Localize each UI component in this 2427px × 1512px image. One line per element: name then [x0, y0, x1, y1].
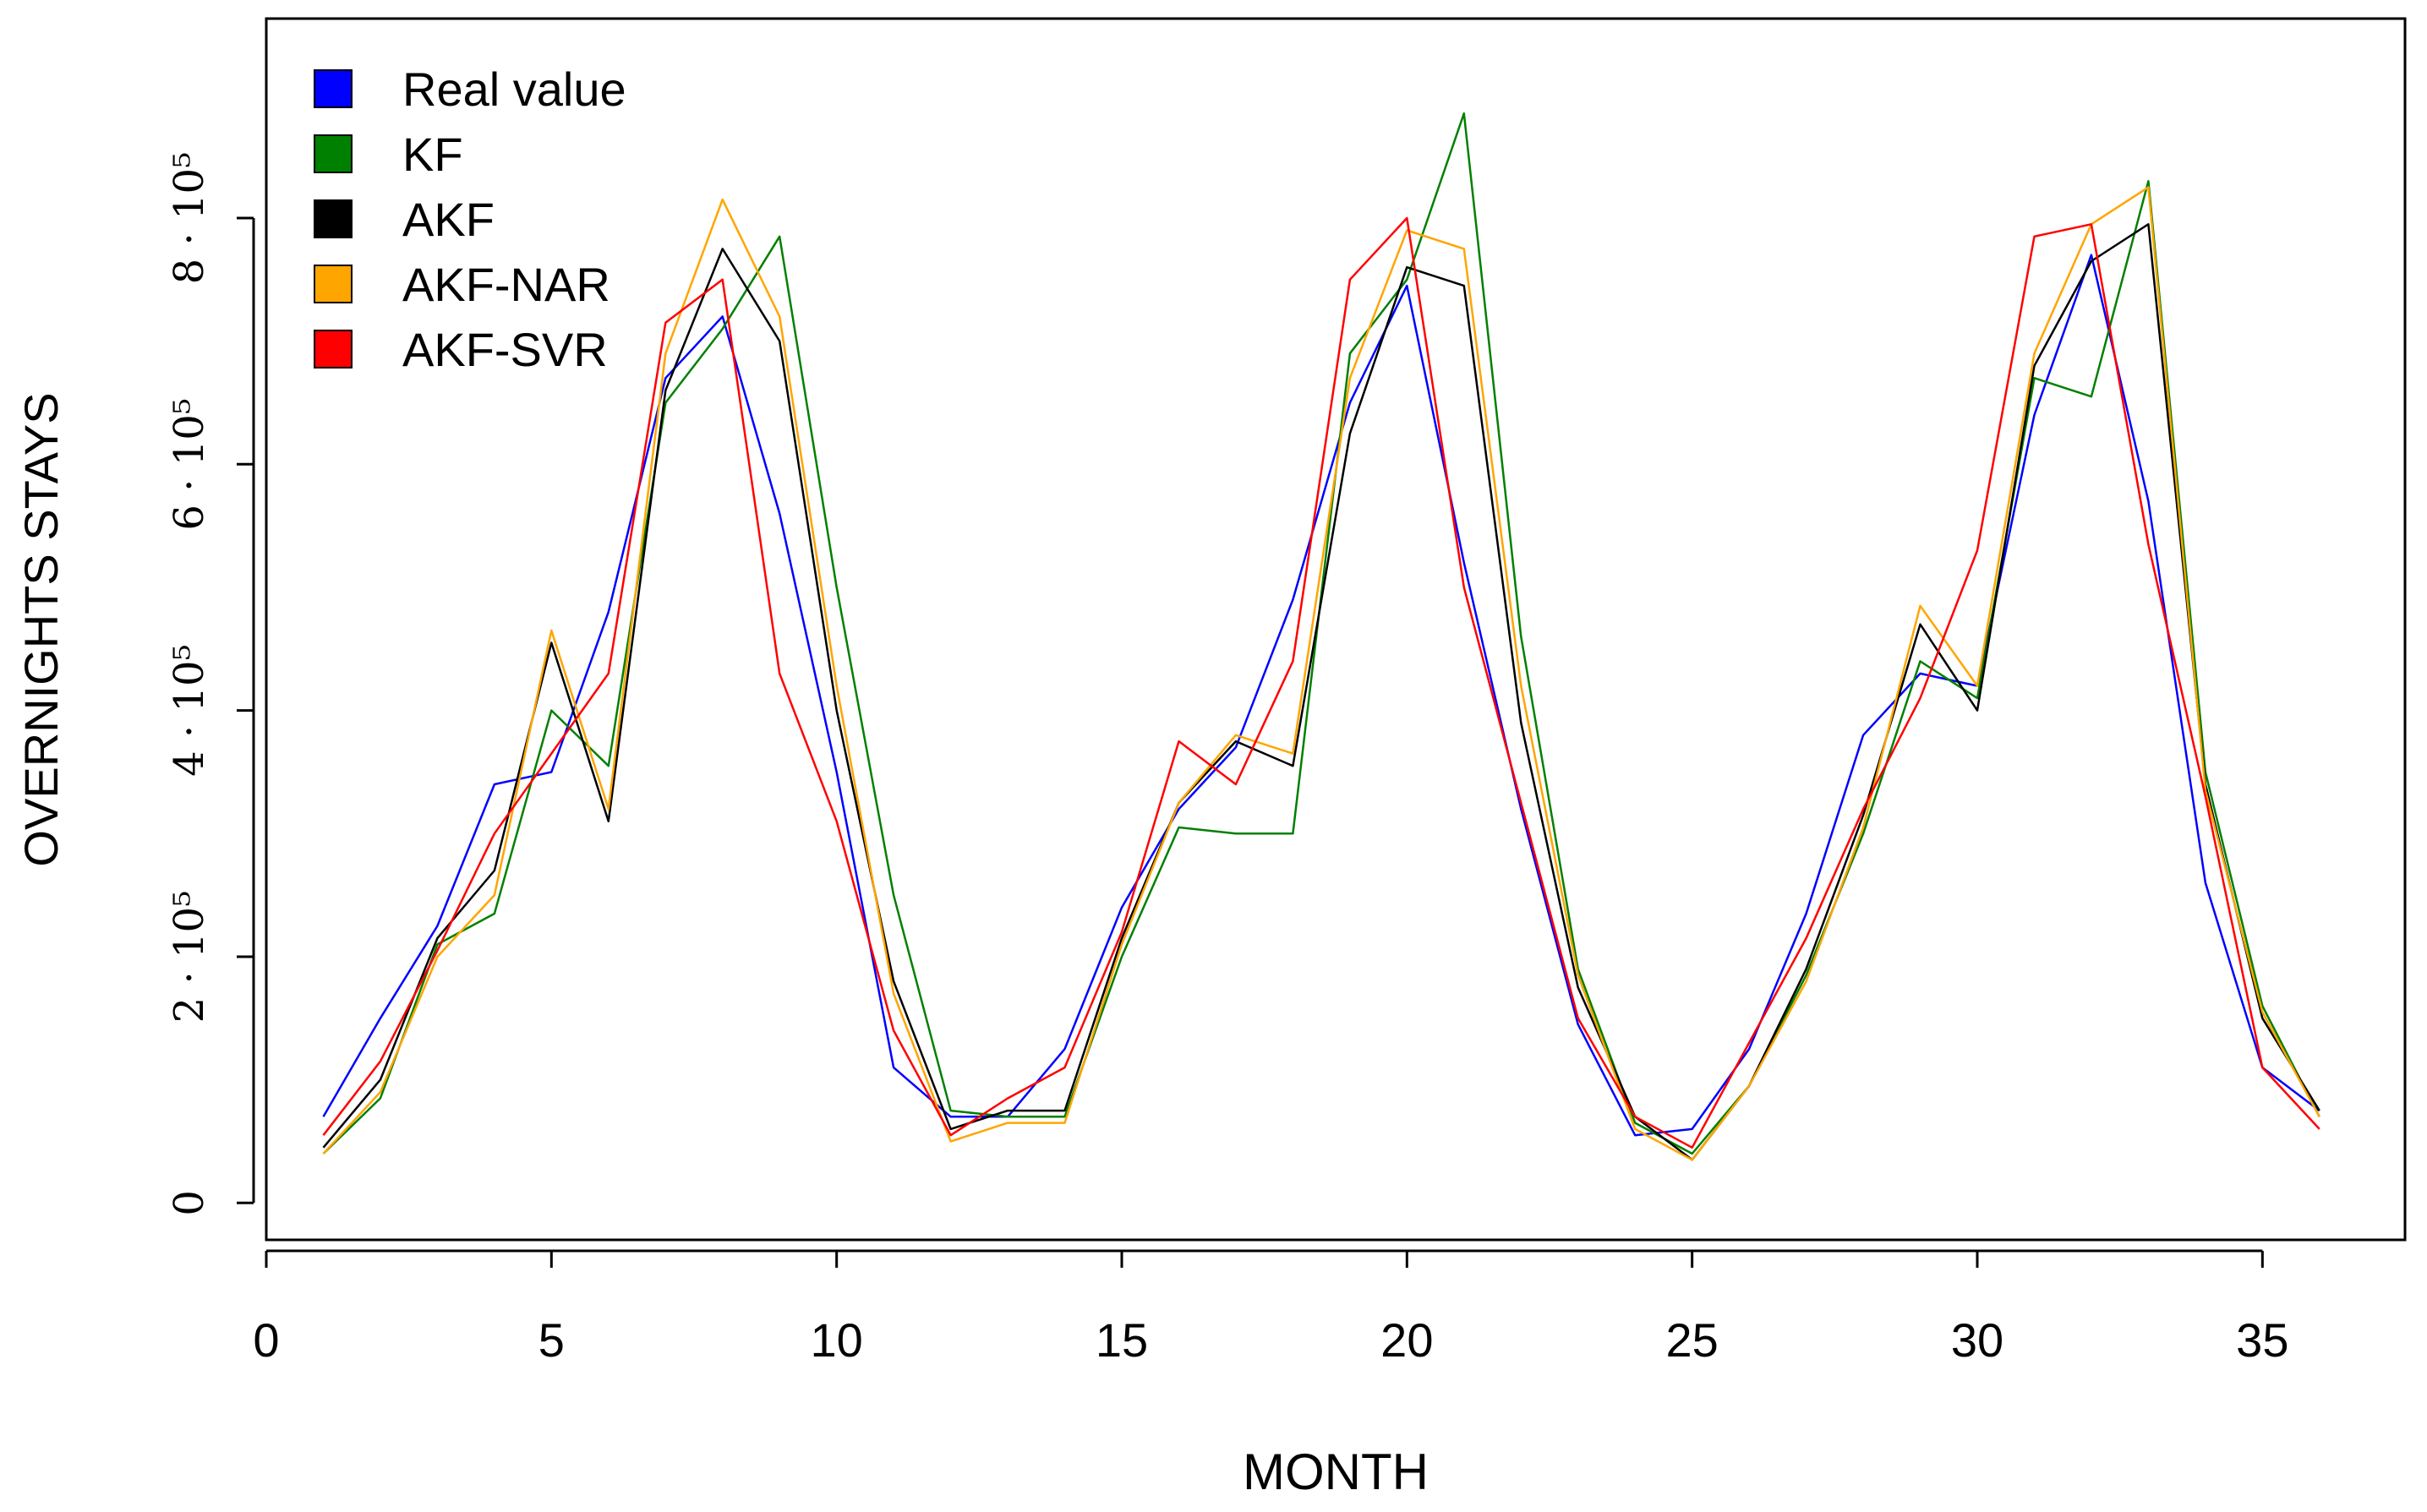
- x-tick-label: 0: [253, 1313, 279, 1367]
- x-tick-label: 25: [1666, 1313, 1719, 1367]
- plot-frame: [265, 17, 2407, 1242]
- y-tick-label: 8 · 10⁵: [166, 152, 213, 285]
- series-line-akf: [322, 223, 2320, 1161]
- legend-label: AKF-NAR: [402, 258, 610, 311]
- legend-swatch: [314, 134, 353, 173]
- x-tick-label: 20: [1380, 1313, 1433, 1367]
- legend-label: AKF: [402, 193, 495, 246]
- y-tick-label: 4 · 10⁵: [166, 644, 213, 777]
- series-line-akf-svr: [322, 216, 2320, 1149]
- y-axis: 0 2 · 10⁵ 4 · 10⁵ 6 · 10⁵ 8 · 10⁵: [166, 152, 255, 1216]
- x-axis-title: MONTH: [1243, 1444, 1429, 1500]
- series-layer: [322, 112, 2320, 1161]
- legend-swatch: [314, 330, 353, 368]
- legend-swatch: [314, 265, 353, 303]
- y-tick-label: 0: [166, 1190, 213, 1216]
- legend-label: AKF-SVR: [402, 323, 608, 376]
- x-tick-label: 5: [538, 1313, 565, 1367]
- legend-label: Real value: [402, 63, 626, 116]
- series-line-akf-nar: [322, 186, 2320, 1161]
- x-axis: 0 5 10 15 20 25 30 35: [253, 1249, 2288, 1367]
- x-tick-label: 30: [1951, 1313, 2003, 1367]
- y-axis-title: OVERNIGHTS STAYS: [14, 392, 68, 866]
- x-tick-label: 35: [2236, 1313, 2288, 1367]
- legend: Real value KF AKF AKF-NAR AKF-SVR: [314, 63, 626, 376]
- x-tick-label: 15: [1096, 1313, 1148, 1367]
- y-tick-label: 2 · 10⁵: [166, 891, 213, 1023]
- y-tick-label: 6 · 10⁵: [166, 398, 213, 531]
- x-tick-label: 10: [811, 1313, 863, 1367]
- legend-label: KF: [402, 128, 463, 181]
- legend-swatch: [314, 69, 353, 108]
- legend-swatch: [314, 199, 353, 238]
